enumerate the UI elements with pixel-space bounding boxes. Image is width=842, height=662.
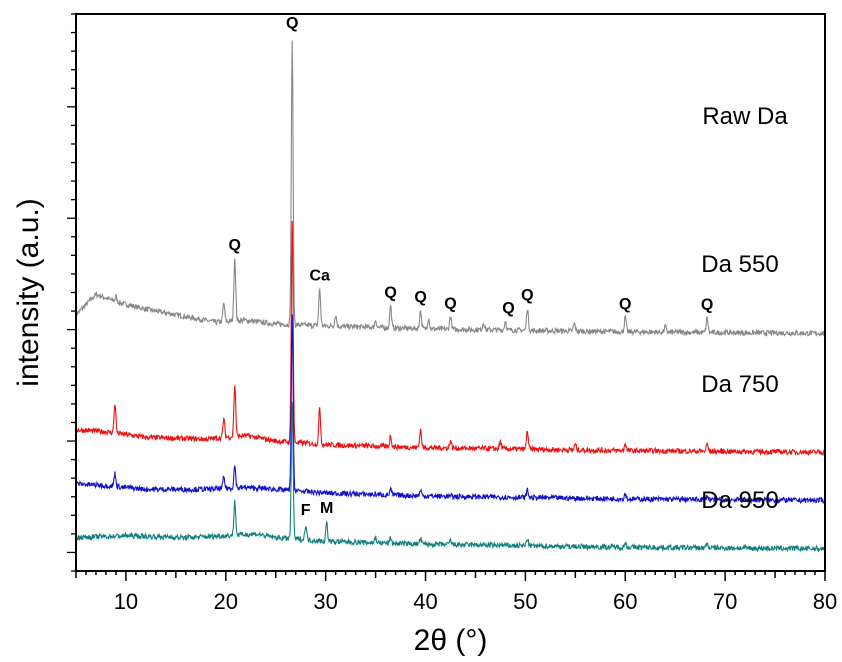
- series-line-raw-da: [75, 40, 826, 337]
- series-label-da-550: Da 550: [701, 251, 778, 278]
- axes-layer: 10 20 30 40 50 60 70 80 2θ (°) intensity (a.u.): [12, 13, 837, 657]
- series-line-da-550: [75, 221, 826, 457]
- x-tick-label: 60: [613, 589, 637, 614]
- series-label-raw-da: Raw Da: [702, 103, 788, 130]
- peak-label-q: Q: [286, 15, 298, 32]
- peak-label-q: Q: [521, 287, 533, 304]
- peak-label-f: F: [301, 502, 311, 519]
- x-tick-label: 80: [813, 589, 837, 614]
- peak-label-q: Q: [384, 285, 396, 302]
- x-tick-label: 10: [114, 589, 138, 614]
- peak-label-q: Q: [619, 296, 631, 313]
- y-axis-title: intensity (a.u.): [12, 198, 45, 386]
- peak-label-q: Q: [502, 300, 514, 317]
- peak-label-m: M: [320, 500, 333, 517]
- peak-label-q: Q: [414, 289, 426, 306]
- series-layer: [75, 40, 826, 554]
- peak-label-ca: Ca: [309, 268, 330, 285]
- x-axis-title: 2θ (°): [414, 624, 488, 657]
- x-tick-label: 70: [713, 589, 737, 614]
- x-tick-label: 20: [214, 589, 238, 614]
- series-label-da-750: Da 750: [701, 371, 778, 398]
- x-tick-label: 30: [313, 589, 337, 614]
- peak-label-q: Q: [444, 295, 456, 312]
- peak-label-q: Q: [701, 297, 713, 314]
- peak-label-q: Q: [229, 237, 241, 254]
- x-tick-label: 50: [513, 589, 537, 614]
- series-line-da-950: [75, 402, 826, 554]
- series-label-da-950: Da 950: [701, 487, 778, 514]
- series-line-da-750: [75, 314, 826, 505]
- x-tick-label: 40: [413, 589, 437, 614]
